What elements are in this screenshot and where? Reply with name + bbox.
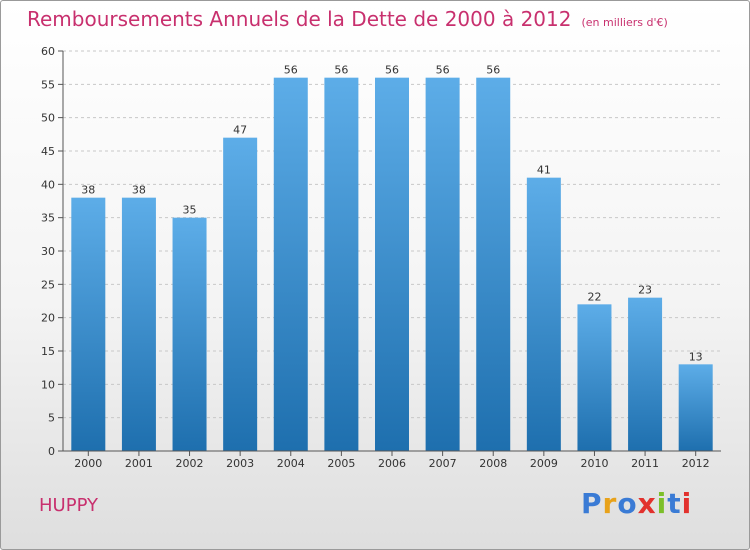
- y-tick-label: 45: [41, 145, 55, 158]
- commune-name: HUPPY: [39, 495, 99, 516]
- x-tick-label: 2001: [125, 457, 153, 470]
- bar: [71, 197, 106, 451]
- x-tick-label: 2000: [74, 457, 102, 470]
- y-tick-label: 55: [41, 78, 55, 91]
- bar: [425, 77, 460, 452]
- data-label: 13: [689, 350, 703, 363]
- x-tick-label: 2011: [631, 457, 659, 470]
- data-label: 38: [81, 184, 95, 197]
- axes: 0 5 10 15 20 25 30 35 40 45 50 55 60 2000 2001 2002 2003…: [41, 45, 721, 470]
- bar: [577, 304, 612, 451]
- logo-letter: P: [581, 487, 603, 520]
- y-tick-label: 20: [41, 312, 55, 325]
- data-label: 38: [132, 184, 146, 197]
- y-tick-label: 30: [41, 245, 55, 258]
- y-tick-label: 40: [41, 178, 55, 191]
- data-label: 47: [233, 124, 247, 137]
- bars: 38 38 35 47 56 56 56 56 56 41 22 23 13: [71, 64, 713, 452]
- logo-letter: i: [656, 487, 668, 520]
- x-tick-label: 2009: [530, 457, 558, 470]
- bar: [223, 137, 258, 451]
- y-tick-label: 5: [48, 412, 55, 425]
- data-label: 41: [537, 164, 551, 177]
- logo-letter: i: [681, 487, 693, 520]
- bar: [628, 297, 663, 451]
- bar: [172, 217, 207, 451]
- data-label: 56: [284, 64, 298, 77]
- logo-letter: t: [667, 487, 682, 520]
- logo-letter: r: [602, 487, 618, 520]
- logo-letter: o: [617, 487, 638, 520]
- x-tick-label: 2010: [580, 457, 608, 470]
- bar: [324, 77, 359, 452]
- bar: [273, 77, 308, 452]
- bar: [476, 77, 511, 452]
- data-label: 22: [587, 290, 601, 303]
- y-tick-label: 10: [41, 378, 55, 391]
- x-tick-label: 2007: [429, 457, 457, 470]
- bar: [121, 197, 156, 451]
- chart-subtitle: (en milliers d'€): [581, 16, 668, 29]
- x-tick-label: 2003: [226, 457, 254, 470]
- data-label: 56: [436, 64, 450, 77]
- data-label: 35: [183, 204, 197, 217]
- y-tick-label: 60: [41, 45, 55, 58]
- data-label: 56: [385, 64, 399, 77]
- bar: [526, 177, 561, 451]
- proxiti-logo[interactable]: Proxiti: [581, 487, 692, 520]
- x-tick-label: 2002: [176, 457, 204, 470]
- chart-title: Remboursements Annuels de la Dette de 20…: [27, 7, 572, 31]
- x-tick-label: 2012: [682, 457, 710, 470]
- y-tick-label: 35: [41, 212, 55, 225]
- x-tick-label: 2005: [327, 457, 355, 470]
- data-label: 56: [486, 64, 500, 77]
- y-tick-label: 25: [41, 278, 55, 291]
- x-tick-label: 2004: [277, 457, 305, 470]
- data-label: 23: [638, 284, 652, 297]
- bar: [678, 364, 713, 451]
- x-tick-label: 2006: [378, 457, 406, 470]
- bar: [375, 77, 409, 452]
- logo-letter: x: [637, 487, 657, 520]
- x-tick-label: 2008: [479, 457, 507, 470]
- y-tick-label: 0: [48, 445, 55, 458]
- data-label: 56: [334, 64, 348, 77]
- chart-title-row: Remboursements Annuels de la Dette de 20…: [27, 7, 668, 31]
- y-tick-label: 50: [41, 112, 55, 125]
- y-tick-label: 15: [41, 345, 55, 358]
